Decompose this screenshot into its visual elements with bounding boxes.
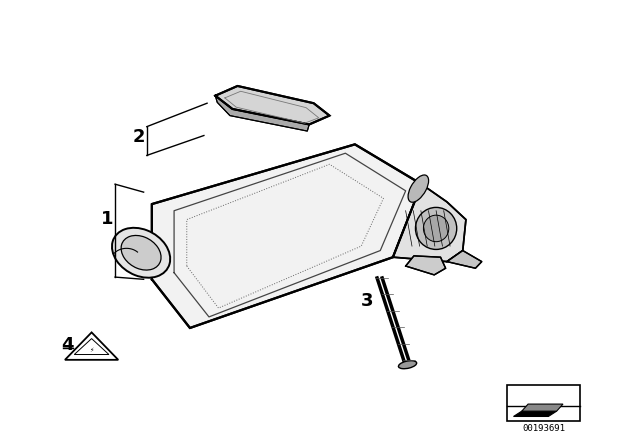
Ellipse shape — [408, 175, 429, 202]
Ellipse shape — [121, 236, 161, 270]
Polygon shape — [406, 256, 445, 275]
Text: 4: 4 — [61, 336, 74, 354]
Polygon shape — [393, 184, 466, 262]
Polygon shape — [215, 86, 330, 125]
Ellipse shape — [399, 361, 417, 369]
Polygon shape — [215, 96, 309, 131]
Bar — [507, 385, 580, 421]
Text: 3: 3 — [361, 292, 374, 310]
Ellipse shape — [415, 207, 457, 250]
Ellipse shape — [424, 215, 449, 242]
Polygon shape — [152, 144, 422, 328]
Text: ⚡: ⚡ — [90, 348, 94, 353]
Polygon shape — [513, 411, 557, 417]
Text: 1: 1 — [101, 210, 114, 228]
Polygon shape — [74, 339, 109, 354]
Ellipse shape — [112, 228, 170, 278]
Polygon shape — [522, 404, 563, 411]
Polygon shape — [65, 332, 118, 360]
Text: 00193691: 00193691 — [522, 424, 565, 433]
Polygon shape — [447, 250, 482, 268]
Text: 2: 2 — [133, 128, 145, 146]
